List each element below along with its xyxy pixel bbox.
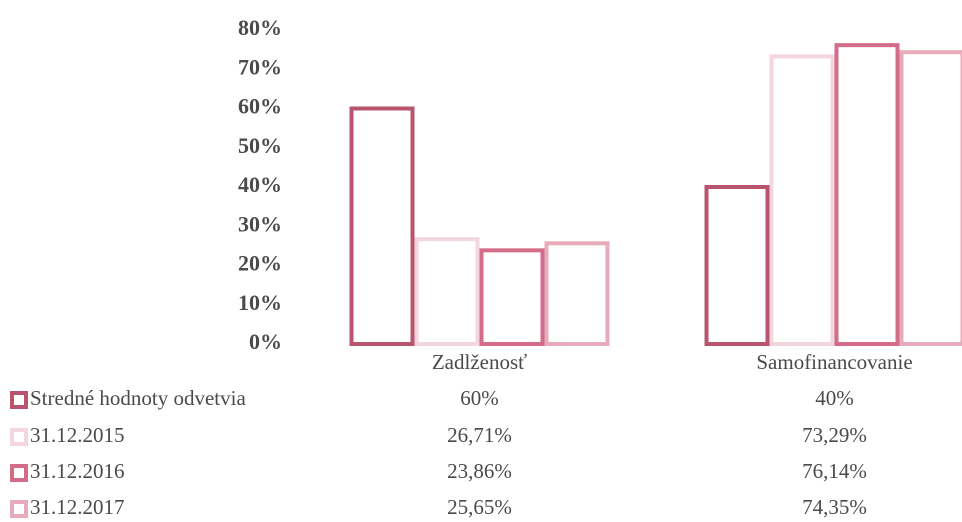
legend-label: Stredné hodnoty odvetvia [30, 386, 246, 410]
bar [414, 237, 480, 346]
y-tick-label: 60% [238, 94, 282, 119]
y-tick-label: 10% [238, 290, 282, 315]
legend-swatch [10, 428, 28, 446]
table-value: 25,65% [447, 495, 512, 519]
legend-swatch [10, 391, 28, 409]
table-value: 73,29% [802, 423, 867, 447]
y-tick-label: 0% [249, 329, 282, 354]
table-value: 23,86% [447, 459, 512, 483]
table-value: 74,35% [802, 495, 867, 519]
table-value: 76,14% [802, 459, 867, 483]
legend-label: 31.12.2017 [30, 495, 125, 519]
bar [544, 241, 610, 346]
legend-swatch [10, 464, 28, 482]
legend-swatch [10, 500, 28, 518]
table-value: 60% [460, 386, 499, 410]
y-tick-label: 30% [238, 211, 282, 236]
y-tick-label: 20% [238, 251, 282, 276]
bar [769, 54, 835, 346]
table-value: 40% [815, 386, 854, 410]
x-tick-label: Samofinancovanie [756, 350, 912, 374]
table-value: 26,71% [447, 423, 512, 447]
bar [349, 106, 415, 346]
legend-label: 31.12.2016 [30, 459, 125, 483]
y-tick-label: 40% [238, 172, 282, 197]
bar [834, 43, 900, 346]
x-tick-label: Zadlženosť [432, 350, 527, 374]
y-tick-label: 50% [238, 133, 282, 158]
y-tick-label: 70% [238, 54, 282, 79]
y-tick-label: 80% [238, 15, 282, 40]
bar [479, 248, 545, 346]
bar [899, 50, 962, 347]
bar [704, 185, 770, 346]
legend-label: 31.12.2015 [30, 423, 125, 447]
